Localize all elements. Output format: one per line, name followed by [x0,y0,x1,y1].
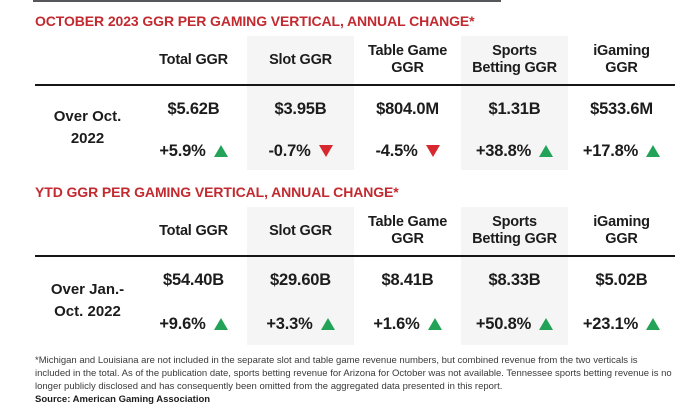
up-triangle-icon [213,145,228,157]
change-igaming-ggr: +23.1% [568,303,675,345]
cropped-content-sliver [33,0,501,2]
corner-cell [35,36,140,86]
source-line: Source: American Gaming Association [35,394,211,405]
column-header-sports-betting-ggr: Sports Betting GGR [461,36,568,86]
change-value: +38.8% [475,141,532,160]
up-triangle-icon [320,318,335,330]
change-slot-ggr: -0.7% [247,132,354,170]
ggr-table: Total GGR Slot GGR Table Game GGR Sports… [35,36,675,170]
value-table-game-ggr: $804.0M [376,99,439,118]
change-table-game-ggr: +1.6% [354,303,461,345]
row-label: Over Jan.- Oct. 2022 [50,280,125,321]
column-header-igaming-ggr: iGaming GGR [568,36,675,86]
value-sports-betting-ggr: $1.31B [461,86,568,132]
change-total-ggr: +5.9% [140,132,247,170]
row-label: Over Oct. 2022 [53,107,122,148]
down-triangle-icon [425,145,440,157]
change-value: +23.1% [582,314,639,333]
change-value: +5.9% [159,141,206,160]
column-header-table-game-ggr: Table Game GGR [354,36,461,86]
up-triangle-icon [539,145,554,157]
up-triangle-icon [646,145,661,157]
column-header-sports-betting-ggr: Sports Betting GGR [461,207,568,257]
footnote: *Michigan and Louisiana are not included… [35,355,672,392]
section-title: OCTOBER 2023 GGR PER GAMING VERTICAL, AN… [35,13,475,29]
change-value: +50.8% [475,314,532,333]
value-slot-ggr: $3.95B [247,86,354,132]
section-title: YTD GGR PER GAMING VERTICAL, ANNUAL CHAN… [35,184,399,200]
value-table-game-ggr: $8.41B [381,270,434,289]
change-value: -0.7% [268,141,311,160]
change-sports-betting-ggr: +50.8% [461,303,568,345]
value-total-ggr: $54.40B [163,270,224,289]
change-value: -4.5% [375,141,418,160]
up-triangle-icon [213,318,228,330]
corner-cell [35,207,140,257]
column-header-slot-ggr: Slot GGR [247,207,354,257]
change-slot-ggr: +3.3% [247,303,354,345]
column-header-total-ggr: Total GGR [140,207,247,257]
change-total-ggr: +9.6% [140,303,247,345]
change-value: +1.6% [373,314,420,333]
column-header-igaming-ggr: iGaming GGR [568,207,675,257]
change-value: +17.8% [582,141,639,160]
change-igaming-ggr: +17.8% [568,132,675,170]
change-value: +3.3% [266,314,313,333]
down-triangle-icon [318,145,333,157]
column-header-total-ggr: Total GGR [140,36,247,86]
value-igaming-ggr: $5.02B [595,270,648,289]
change-table-game-ggr: -4.5% [354,132,461,170]
column-header-table-game-ggr: Table Game GGR [354,207,461,257]
up-triangle-icon [646,318,661,330]
value-slot-ggr: $29.60B [247,257,354,303]
value-sports-betting-ggr: $8.33B [461,257,568,303]
ggr-table: Total GGR Slot GGR Table Game GGR Sports… [35,207,675,345]
ggr-ytd-section: YTD GGR PER GAMING VERTICAL, ANNUAL CHAN… [35,182,675,345]
value-total-ggr: $5.62B [167,99,220,118]
column-header-slot-ggr: Slot GGR [247,36,354,86]
value-igaming-ggr: $533.6M [590,99,653,118]
up-triangle-icon [427,318,442,330]
ggr-monthly-section: OCTOBER 2023 GGR PER GAMING VERTICAL, AN… [35,11,675,170]
change-sports-betting-ggr: +38.8% [461,132,568,170]
change-value: +9.6% [159,314,206,333]
up-triangle-icon [539,318,554,330]
